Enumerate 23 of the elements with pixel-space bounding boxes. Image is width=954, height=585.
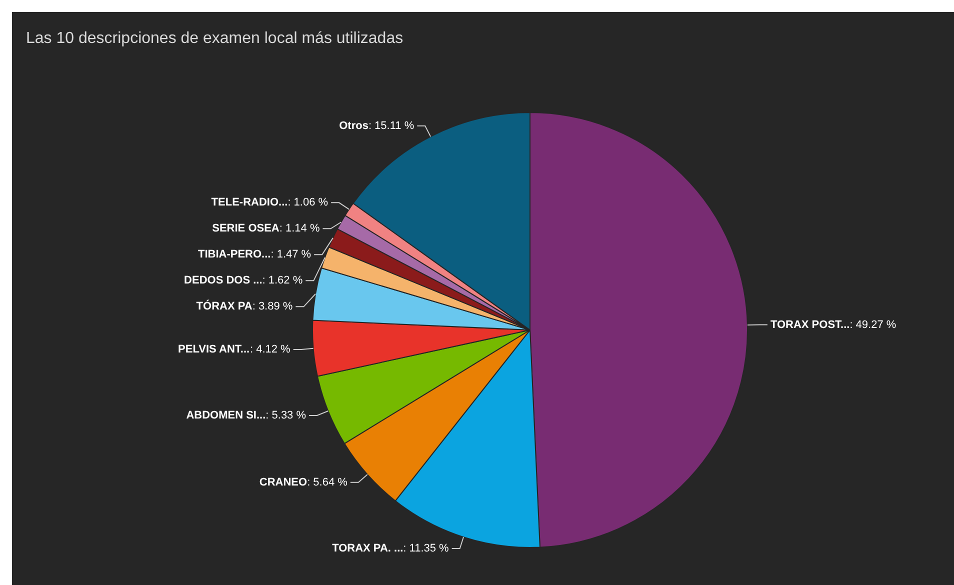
data-label: : 1.47 % <box>270 248 312 261</box>
slice-label: TÓRAX PA <box>196 300 252 313</box>
data-label: : 49.27 % <box>850 318 896 331</box>
slice-label: TORAX POST... <box>770 318 850 331</box>
data-label: : 1.06 % <box>288 196 328 209</box>
data-label: : 5.33 % <box>266 410 306 422</box>
slice-label: PELVIS ANT... <box>178 343 250 356</box>
slice-label: TELE-RADIO... <box>211 196 288 209</box>
slice-label: TIBIA-PERO... <box>198 248 271 261</box>
data-label: : 1.62 % <box>262 274 303 287</box>
slice-label: ABDOMEN SI... <box>186 410 266 422</box>
data-label: : 4.12 % <box>250 343 291 356</box>
chart-title: Las 10 descripciones de examen local más utilizadas <box>26 30 404 48</box>
slice-label: SERIE OSEA <box>212 222 280 235</box>
data-label: : 3.89 % <box>252 300 293 313</box>
data-label: : 5.64 % <box>307 476 348 488</box>
data-label: : 1.14 % <box>279 222 320 235</box>
slice-label: DEDOS DOS ... <box>184 274 262 287</box>
slice-label: CRANEO <box>259 476 308 488</box>
slice-label: Otros <box>339 120 368 132</box>
slice-label: TORAX PA. ... <box>332 542 404 555</box>
data-label: : 11.35 % <box>403 542 450 555</box>
data-label: : 15.11 % <box>368 120 414 132</box>
